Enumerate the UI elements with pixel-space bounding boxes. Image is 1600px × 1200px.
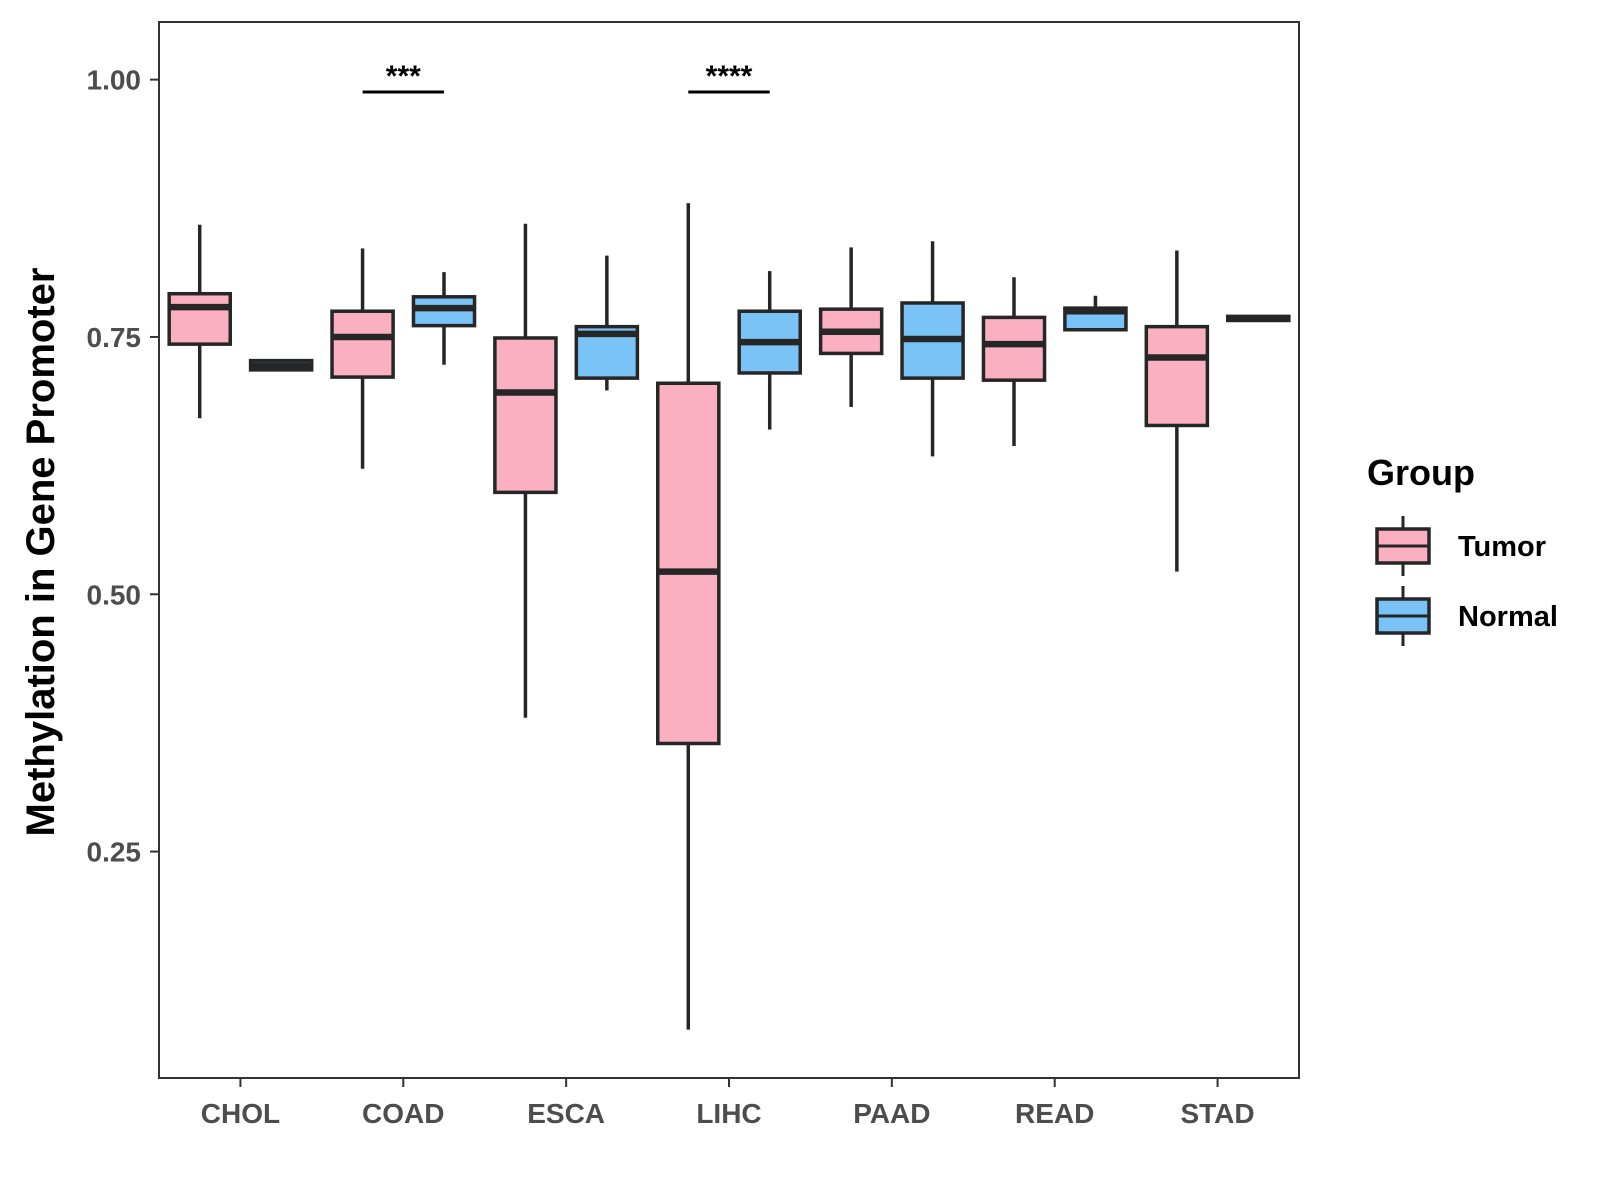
significance-label: ***: [386, 60, 421, 93]
legend-label: Tumor: [1458, 531, 1546, 563]
x-tick-label: ESCA: [527, 1098, 605, 1129]
y-tick-label: 1.00: [87, 65, 142, 96]
box-normal-chol: [248, 358, 314, 372]
box-normal-stad: [1226, 314, 1291, 323]
box-layer: [167, 203, 1291, 1030]
x-tick-label: READ: [1015, 1098, 1094, 1129]
box-body: [330, 309, 395, 379]
box-normal-lihc: [737, 271, 803, 430]
y-axis-title: Methylation in Gene Promoter: [19, 268, 63, 837]
significance-layer: *** ****: [362, 60, 770, 94]
box-body: [656, 381, 721, 746]
legend-title: Group: [1367, 452, 1475, 493]
box-normal-coad: [411, 272, 477, 365]
legend-item-normal: Normal: [1375, 586, 1558, 646]
x-tick-label: STAD: [1180, 1098, 1254, 1129]
y-tick-label: 0.25: [87, 837, 142, 868]
box-body: [493, 336, 558, 495]
box-normal-read: [1063, 295, 1128, 332]
x-axis: CHOL COAD ESCA LIHC PAAD READ STAD: [201, 1078, 1255, 1129]
box-tumor-lihc: [656, 203, 721, 1030]
significance-label: ****: [706, 60, 753, 93]
box-tumor-esca: [493, 223, 558, 718]
box-tumor-read: [981, 277, 1047, 447]
box-tumor-stad: [1144, 250, 1210, 572]
x-tick-label: LIHC: [696, 1098, 761, 1129]
x-tick-label: COAD: [362, 1098, 444, 1129]
box-body: [1144, 324, 1210, 428]
box-normal-esca: [574, 255, 640, 391]
box-tumor-paad: [818, 247, 884, 407]
y-tick-label: 0.75: [87, 322, 142, 353]
plot-panel: [158, 21, 1300, 1079]
x-tick-label: CHOL: [201, 1098, 280, 1129]
box-tumor-chol: [167, 224, 233, 419]
box-normal-paad: [900, 241, 965, 457]
legend: Group Tumor Normal: [1367, 452, 1558, 646]
legend-label: Normal: [1458, 601, 1558, 633]
y-tick-label: 0.50: [87, 579, 142, 610]
box-tumor-coad: [330, 248, 395, 469]
box-body: [167, 291, 233, 346]
y-axis: 0.25 0.50 0.75 1.00: [87, 65, 159, 868]
x-tick-label: PAAD: [853, 1098, 930, 1129]
box-body: [981, 315, 1047, 382]
legend-item-tumor: Tumor: [1375, 516, 1546, 576]
